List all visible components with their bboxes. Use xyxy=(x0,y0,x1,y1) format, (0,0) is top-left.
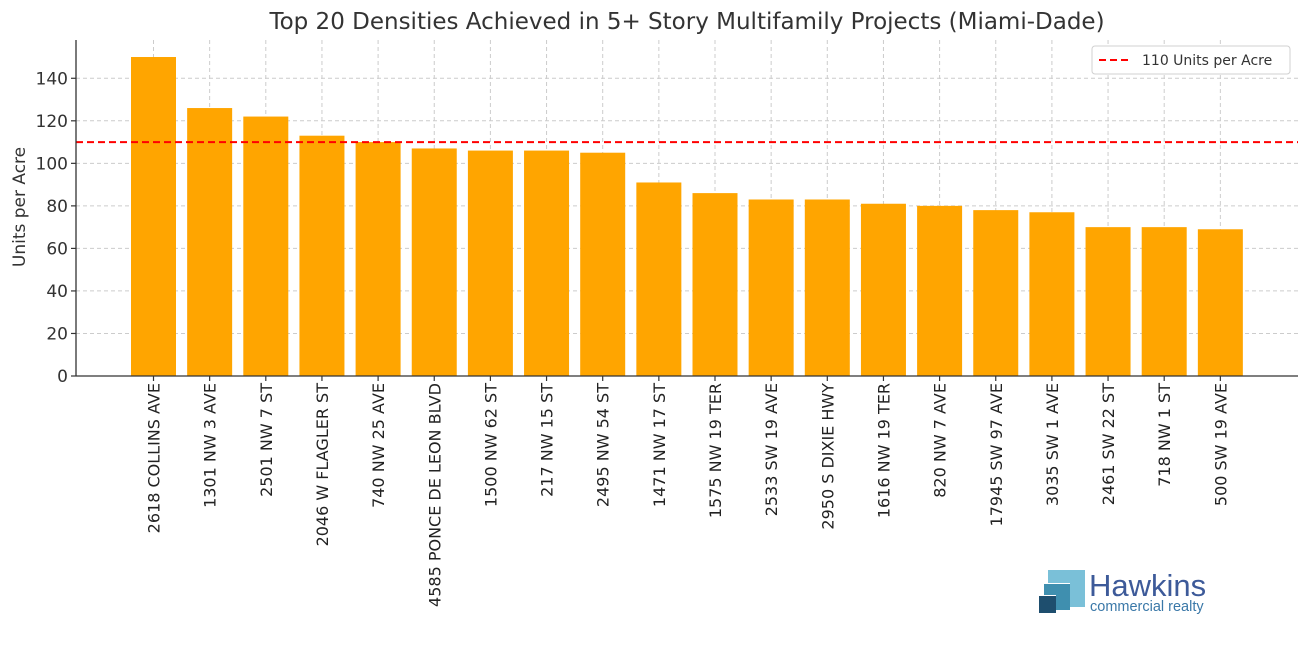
x-tick-label: 3035 SW 1 AVE xyxy=(1043,383,1062,506)
bar xyxy=(748,199,794,376)
x-tick-label: 1575 NW 19 TER xyxy=(706,383,725,518)
x-tick-label: 1301 NW 3 AVE xyxy=(201,383,220,508)
x-tick-label: 217 NW 15 ST xyxy=(538,383,557,497)
x-tick-label: 2533 SW 19 AVE xyxy=(762,383,781,516)
hawkins-logo: Hawkins commercial realty xyxy=(1038,568,1206,615)
x-tick-label: 2461 SW 22 ST xyxy=(1099,383,1118,505)
bar xyxy=(243,116,289,377)
bar xyxy=(299,135,345,376)
bar xyxy=(1085,227,1131,376)
bar xyxy=(187,108,233,377)
x-tick-label: 820 NW 7 AVE xyxy=(931,383,950,498)
x-tick-label: 2618 COLLINS AVE xyxy=(145,383,164,533)
x-tick-label: 4585 PONCE DE LEON BLVD xyxy=(425,383,444,607)
x-tick-label: 1471 NW 17 ST xyxy=(650,383,669,507)
legend-label: 110 Units per Acre xyxy=(1142,53,1272,69)
bar xyxy=(524,150,570,376)
x-tick-label: 718 NW 1 ST xyxy=(1155,383,1174,487)
logo-name: Hawkins xyxy=(1089,568,1206,603)
x-tick-label: 17945 SW 97 AVE xyxy=(987,383,1006,526)
y-tick-label: 80 xyxy=(46,197,68,217)
x-tick-label: 740 NW 25 AVE xyxy=(369,383,388,508)
x-tick-label: 2495 NW 54 ST xyxy=(594,383,613,507)
x-tick-label: 2950 S DIXIE HWY xyxy=(818,383,837,530)
bar xyxy=(131,57,176,376)
chart-title: Top 20 Densities Achieved in 5+ Story Mu… xyxy=(268,9,1104,35)
y-tick-label: 60 xyxy=(46,239,68,259)
bar xyxy=(355,142,401,376)
bar xyxy=(1029,212,1075,376)
bar xyxy=(860,203,906,376)
logo-mark-icon xyxy=(1038,570,1085,613)
x-tick-label: 2501 NW 7 ST xyxy=(257,383,276,497)
bar xyxy=(1197,229,1243,376)
y-tick-label: 0 xyxy=(57,367,68,387)
y-axis-label: Units per Acre xyxy=(10,147,30,267)
y-ticks: 0 20 40 60 80 100 120 140 xyxy=(36,69,76,387)
x-tick-label: 1500 NW 62 ST xyxy=(481,383,500,507)
y-tick-label: 120 xyxy=(36,112,68,132)
y-tick-label: 140 xyxy=(36,69,68,89)
bar xyxy=(580,152,626,376)
x-ticks: 2618 COLLINS AVE 1301 NW 3 AVE 2501 NW 7 S… xyxy=(145,376,1230,607)
x-tick-label: 2046 W FLAGLER ST xyxy=(313,383,332,547)
y-tick-label: 20 xyxy=(46,324,68,344)
x-tick-label: 1616 NW 19 TER xyxy=(874,383,893,518)
bar xyxy=(467,150,513,376)
bar xyxy=(973,210,1019,376)
y-tick-label: 40 xyxy=(46,282,68,302)
bar xyxy=(411,148,457,376)
x-tick-label: 500 SW 19 AVE xyxy=(1211,383,1230,506)
legend: 110 Units per Acre xyxy=(1091,45,1291,75)
logo-tagline: commercial realty xyxy=(1090,599,1204,615)
bar xyxy=(692,193,738,376)
legend-box xyxy=(1091,45,1291,75)
bar xyxy=(636,182,682,376)
y-tick-label: 100 xyxy=(36,154,68,174)
bar xyxy=(1141,227,1187,376)
bar xyxy=(917,205,963,376)
bars xyxy=(131,57,1243,377)
bar xyxy=(804,199,850,376)
